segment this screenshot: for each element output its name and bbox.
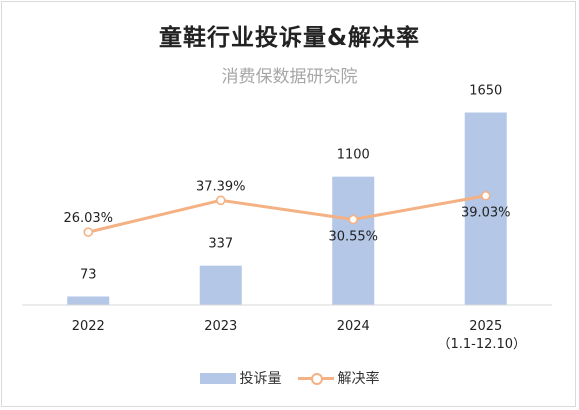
bar-value-label: 1650 [469,84,502,99]
bar-value-label: 73 [80,267,97,282]
chart-subtitle: 消费保数据研究院 [221,67,358,87]
bar-2025 [464,112,507,305]
x-tick-label: 2023 [204,319,237,334]
legend-bar-swatch [199,372,236,384]
legend-line-swatch [297,371,334,385]
rate-value-label: 39.03% [461,206,511,221]
rate-point-2024 [348,214,359,225]
legend-bar-label: 投诉量 [239,371,282,387]
bar-2022 [67,296,110,305]
rate-value-label: 37.39% [196,179,246,194]
chart-title: 童鞋行业投诉量&解决率 [158,25,421,51]
legend: 投诉量 解决率 [0,368,579,388]
x-tick-note: （1.1-12.10） [437,337,526,352]
x-tick-label: 2025 [469,319,502,334]
x-tick-label: 2024 [337,319,370,334]
x-tick-label: 2022 [72,319,105,334]
rate-value-label: 26.03% [63,211,113,226]
rate-point-2023 [215,195,226,206]
rate-line [87,194,487,234]
legend-item-line: 解决率 [297,368,380,388]
bar-2023 [199,265,242,305]
bar-value-label: 1100 [337,148,370,163]
rate-point-2025 [480,190,491,201]
rate-value-label: 30.55% [328,229,378,244]
bar-2024 [332,176,375,305]
legend-line-label: 解决率 [337,371,380,387]
bar-value-label: 337 [208,237,233,252]
rate-point-2022 [83,227,94,237]
legend-item-bar: 投诉量 [199,368,282,388]
